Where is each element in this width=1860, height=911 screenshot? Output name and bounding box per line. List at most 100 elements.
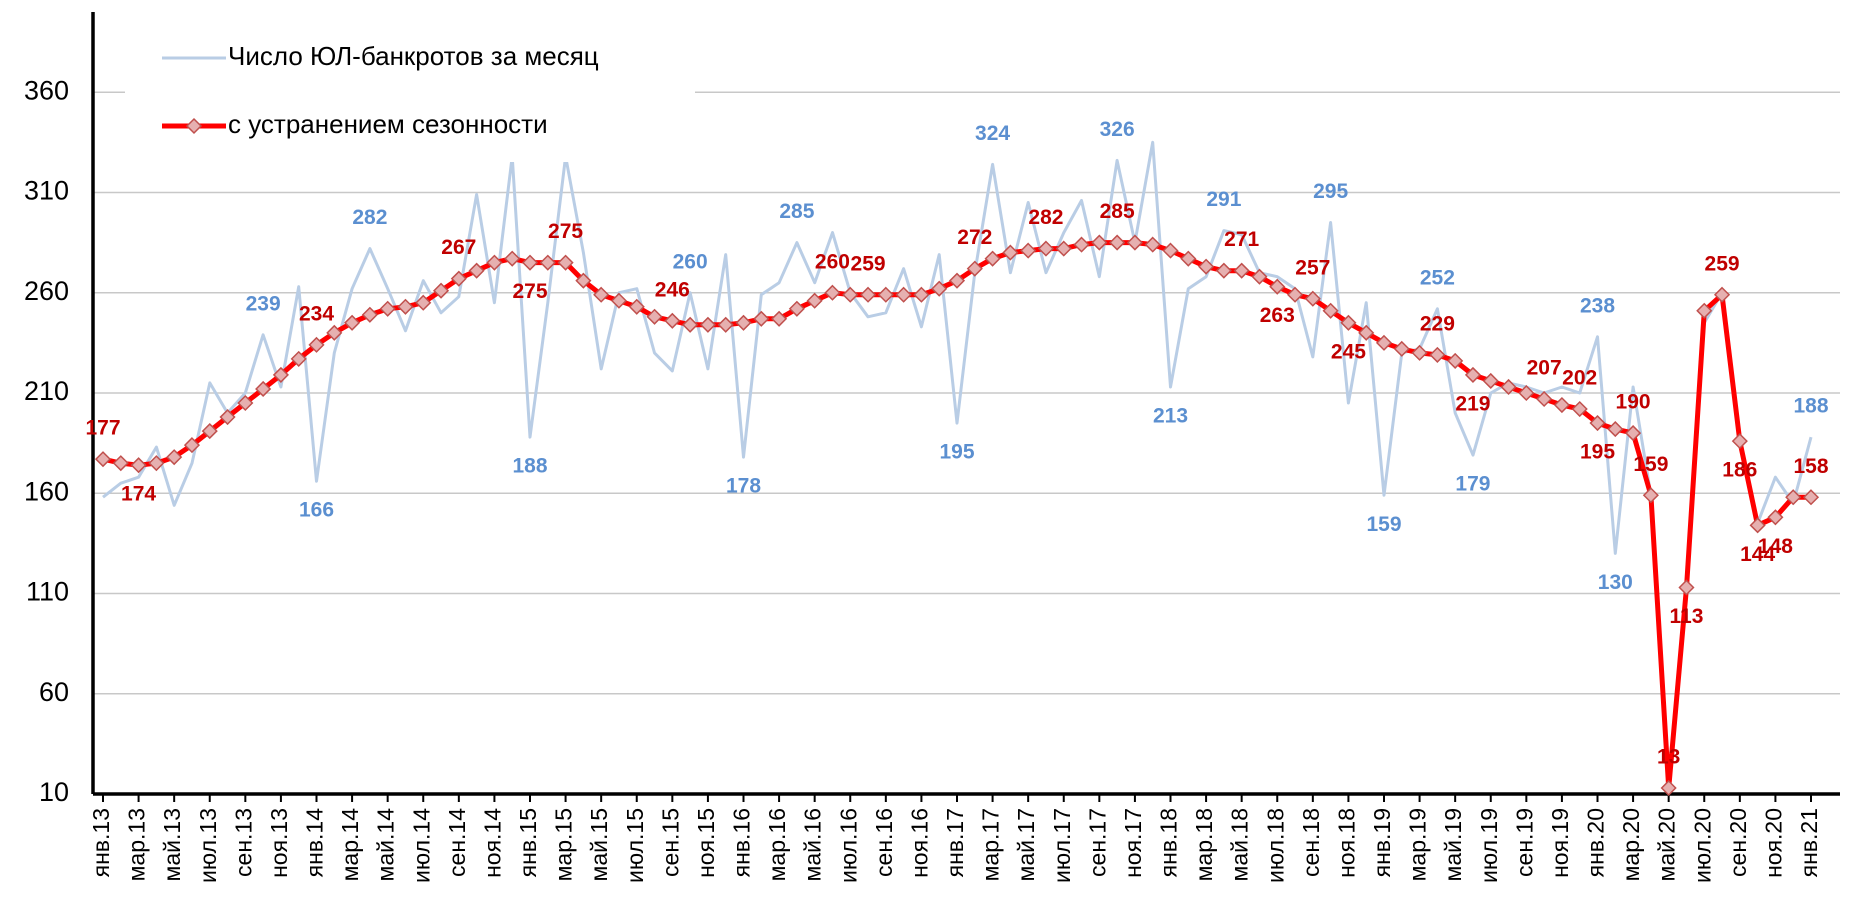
x-tick-label: янв.16 [729,808,755,877]
marker [1642,487,1659,504]
marker [539,254,556,271]
marker [1162,242,1179,259]
y-tick-label: 360 [24,75,69,105]
legend-marker [185,117,203,135]
marker [432,282,450,299]
data-label: 234 [299,302,334,325]
marker [344,314,361,331]
marker [1767,509,1784,526]
x-tick-label: сен.14 [444,808,470,877]
marker [415,294,432,311]
x-tick-label: мар.19 [1405,808,1431,881]
data-label: 186 [1722,459,1757,482]
marker [1269,278,1286,295]
marker [1411,344,1428,361]
marker [1678,579,1695,596]
data-label: 260 [673,250,708,273]
marker [948,272,966,289]
marker [1571,400,1588,418]
marker [1464,366,1482,383]
data-label: 282 [352,206,387,229]
marker [1144,236,1161,253]
x-tick-label: мар.16 [764,808,790,881]
marker [1322,302,1339,319]
x-tick-label: июл.15 [622,808,648,883]
y-tick-label: 210 [24,376,69,406]
x-tick-label: сен.19 [1511,808,1537,877]
marker [450,270,467,287]
marker [842,286,859,303]
marker [272,366,289,383]
x-tick-label: май.20 [1654,808,1680,881]
marker [379,300,396,317]
data-label: 285 [1100,200,1135,223]
marker [1785,489,1802,506]
marker [753,310,770,327]
x-tick-label: май.14 [373,808,399,882]
marker [931,280,948,297]
marker [1607,421,1624,438]
marker [682,316,699,333]
x-tick-label: май.19 [1440,808,1466,881]
marker [824,284,841,301]
marker [504,250,521,267]
data-label: 202 [1562,367,1597,390]
x-tick-label: сен.15 [657,808,683,877]
marker [735,314,752,331]
data-label: 188 [512,455,547,478]
marker [521,254,539,271]
marker [1215,262,1232,279]
data-label: 282 [1028,206,1063,229]
x-tick-label: сен.20 [1725,808,1751,877]
x-tick-label: июл.14 [408,808,434,883]
marker [1233,262,1250,279]
x-tick-label: янв.20 [1583,808,1609,877]
marker [1020,242,1037,259]
marker [326,324,343,341]
marker [1589,414,1606,432]
marker [130,457,147,474]
x-tick-label: янв.13 [88,808,114,877]
x-tick-label: май.13 [159,808,185,881]
legend-box [125,22,695,162]
data-label: 159 [1366,513,1401,536]
data-label: 259 [1705,252,1740,275]
data-label: 260 [815,250,850,273]
marker [468,262,485,279]
marker [1180,250,1197,267]
y-tick-label: 10 [39,777,69,807]
data-label: 219 [1455,392,1490,415]
data-label: 195 [1580,441,1615,464]
marker [806,292,823,309]
x-tick-label: янв.17 [942,808,968,877]
marker [1002,244,1019,261]
data-label: 13 [1657,746,1680,769]
legend-label: Число ЮЛ-банкротов за месяц [228,41,599,71]
data-label: 324 [975,122,1010,145]
marker [1518,384,1535,402]
marker [1625,425,1642,442]
y-tick-label: 110 [26,577,69,607]
data-label: 148 [1758,535,1793,558]
data-label: 195 [939,441,974,464]
x-tick-label: янв.18 [1156,808,1182,877]
marker [1553,396,1570,414]
marker [1749,517,1766,534]
marker [859,286,877,303]
marker [1126,234,1143,251]
marker [1286,286,1304,303]
marker [877,286,894,303]
data-label: 144 [1740,543,1775,566]
marker [290,350,307,367]
x-tick-label: май.16 [800,808,826,881]
marker [1660,779,1677,797]
data-label: 158 [1793,455,1828,478]
marker [1251,268,1268,285]
data-label: 259 [851,252,886,275]
marker [308,336,325,353]
marker [112,455,129,472]
data-label: 272 [957,226,992,249]
marker [1055,240,1072,257]
data-label: 252 [1420,266,1455,289]
